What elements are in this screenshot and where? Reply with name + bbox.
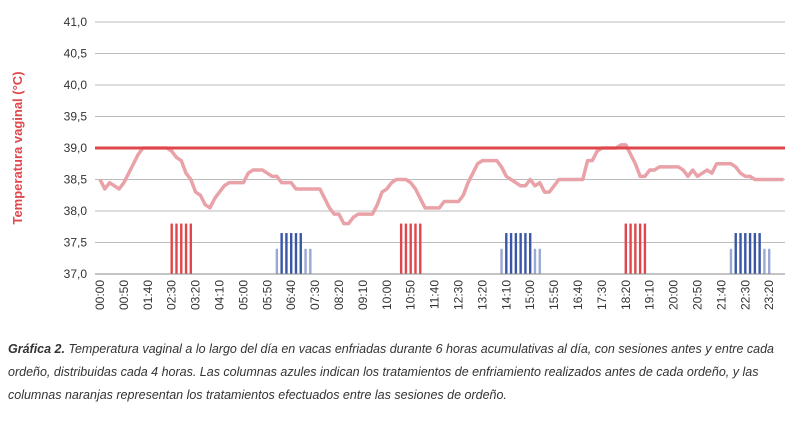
bar [304,248,307,274]
bar [739,233,742,274]
y-tick-label: 39,5 [64,110,88,124]
x-tick-label: 20:50 [691,280,705,310]
x-tick-label: 13:20 [475,280,489,310]
bar [638,223,642,274]
bar [294,233,298,274]
x-tick-label: 15:50 [547,280,561,310]
bar [538,248,541,274]
x-tick-label: 05:00 [236,280,250,310]
bar [533,248,537,274]
bar [524,233,527,274]
x-tick-label: 20:00 [667,280,681,310]
x-tick-label: 19:10 [643,280,657,310]
bar [309,248,312,274]
x-tick-label: 16:40 [571,280,585,310]
bar [519,233,522,274]
bar [500,248,503,274]
bar [280,233,283,274]
bar [275,248,279,274]
y-tick-label: 37,0 [64,267,88,281]
bar [634,223,637,274]
bar [753,233,757,274]
y-tick-label: 38,0 [64,204,88,218]
bar [184,223,188,274]
bar [175,223,178,274]
y-tick-label: 40,0 [64,78,88,92]
bar [189,223,193,274]
bar [285,233,288,274]
x-tick-label: 02:30 [165,280,179,310]
bar [629,223,632,274]
bar [624,223,627,274]
x-tick-label: 05:50 [260,280,274,310]
y-tick-label: 40,5 [64,47,88,61]
caption: Gráfica 2. Temperatura vaginal a lo larg… [8,338,788,407]
bar [734,233,737,274]
bar [514,233,518,274]
y-tick-label: 41,0 [64,15,88,29]
y-axis-label: Temperatura vaginal (°C) [10,71,25,224]
x-tick-label: 11:40 [428,280,442,309]
x-tick-label: 10:00 [380,280,394,310]
x-tick-label: 07:30 [308,280,322,310]
bar [748,233,752,274]
bar [299,233,302,274]
x-tick-label: 04:10 [213,280,227,310]
bar [290,233,293,274]
x-tick-label: 01:40 [141,280,155,310]
bar [729,248,733,274]
caption-label: Gráfica 2. [8,342,65,356]
x-tick-label: 18:20 [619,280,633,310]
x-tick-label: 00:00 [93,280,107,310]
x-tick-label: 14:10 [499,280,513,310]
x-tick-label: 09:10 [356,280,370,310]
bar [414,223,417,274]
x-tick-label: 23:20 [762,280,776,310]
bar [409,223,412,274]
bar [505,233,508,274]
x-tick-label: 03:20 [189,280,203,310]
y-tick-label: 39,0 [64,141,88,155]
line [98,143,784,226]
bar [529,233,532,274]
bar [643,223,647,274]
x-tick-label: 10:50 [404,280,418,310]
bar [758,233,761,274]
bar [768,248,771,274]
bar [170,223,173,274]
bar [404,223,408,274]
bar [509,233,513,274]
y-tick-label: 38,5 [64,173,88,187]
caption-text: Temperatura vaginal a lo largo del día e… [8,342,774,402]
x-tick-label: 08:20 [332,280,346,310]
x-tick-label: 17:30 [595,280,609,310]
x-tick-label: 06:40 [284,280,298,310]
bar [419,223,422,274]
x-tick-label: 12:30 [452,280,466,310]
x-tick-label: 00:50 [117,280,131,310]
y-tick-label: 37,5 [64,236,88,250]
bar [744,233,747,274]
chart: Temperatura vaginal (°C) 37,0 37,5 38,0 38,… [10,15,785,310]
bar [763,248,766,274]
x-tick-label: 22:30 [738,280,752,310]
x-tick-label: 15:00 [523,280,537,310]
bar [180,223,183,274]
x-tick-label: 21:40 [714,280,728,310]
bar [399,223,403,274]
